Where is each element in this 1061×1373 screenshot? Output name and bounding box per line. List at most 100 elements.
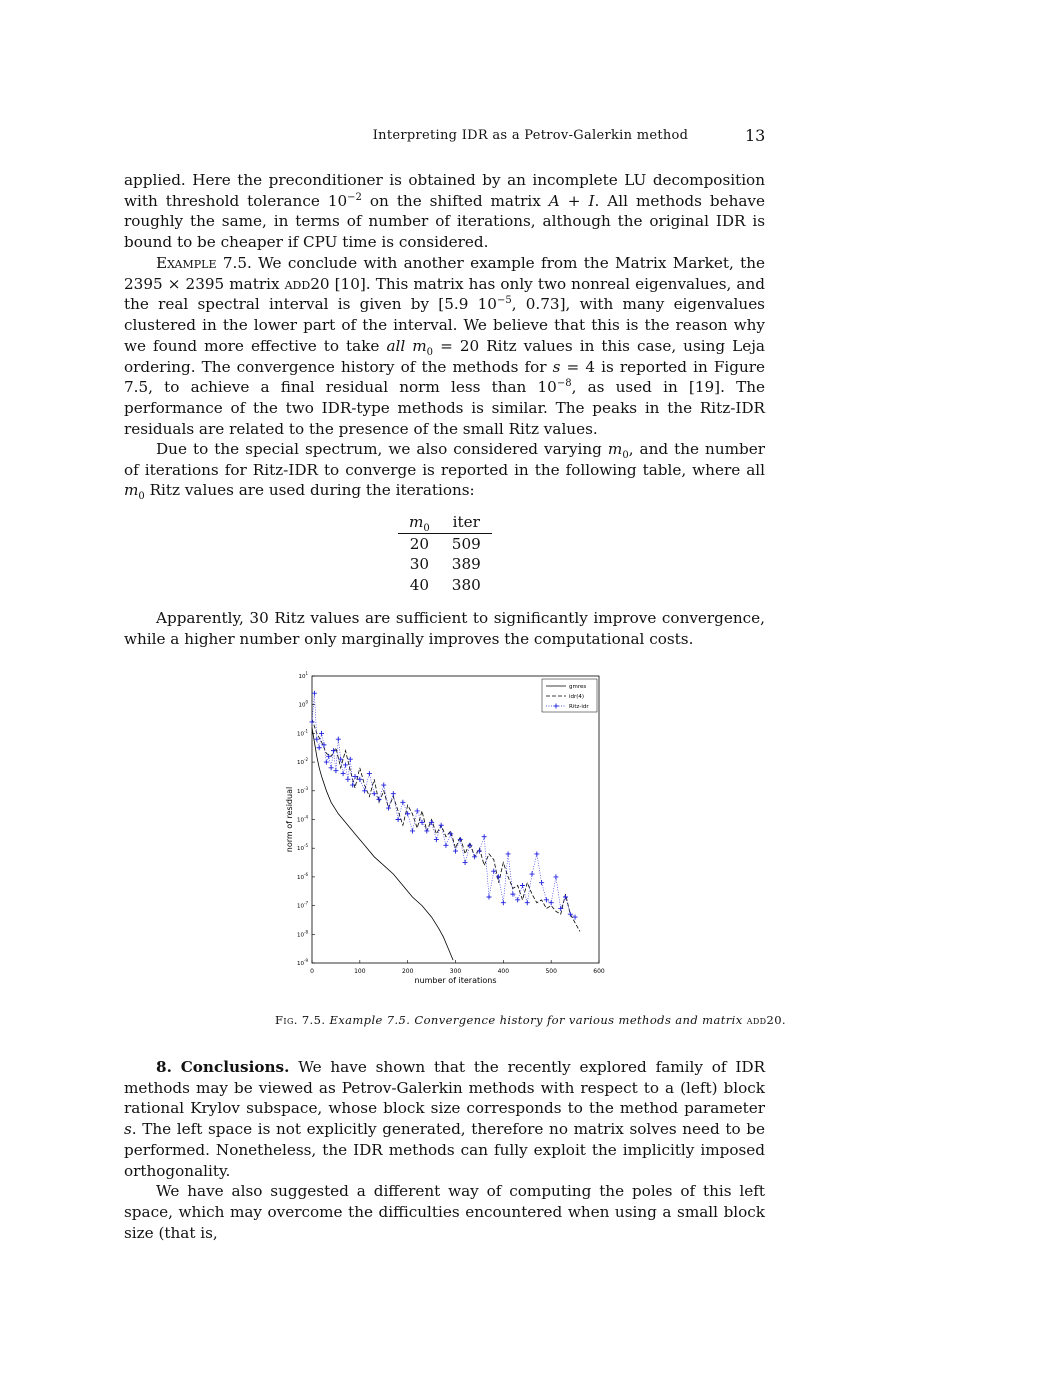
y-tick-label: 10-5 <box>297 843 308 852</box>
y-tick-label: 10-2 <box>297 757 308 766</box>
plot-frame <box>311 675 600 964</box>
ritz-idr-point <box>481 834 487 840</box>
ritz-idr-point <box>496 874 502 880</box>
x-tick-label: 300 <box>450 968 462 975</box>
convergence-figure: 0 100 200 300 400 500 600 101 100 10-1 10-2 10-3 10-… <box>280 663 610 997</box>
ritz-idr-point <box>419 819 425 825</box>
ritz-idr-point <box>548 900 554 906</box>
ritz-idr-point <box>438 822 444 828</box>
ritz-idr-point <box>345 776 351 782</box>
figure-caption: Fig. 7.5. Example 7.5. Convergence histo… <box>0 1013 1061 1027</box>
ritz-idr-point <box>386 805 392 811</box>
p3-sub2: 0 <box>138 491 145 503</box>
page-number: 13 <box>745 126 766 145</box>
p2-b: , 0.73], with many eigenvalues clustered… <box>124 295 765 355</box>
running-header-title: Interpreting IDR as a Petrov-Galerkin me… <box>372 128 689 143</box>
ritz-idr-point <box>390 791 396 797</box>
ritz-idr-point <box>558 905 564 911</box>
ritz-idr-point <box>414 808 420 814</box>
p2-all: all <box>386 336 406 355</box>
ritz-idr-point <box>316 745 322 751</box>
p1-a: applied. Here the preconditioner is obta… <box>124 171 765 210</box>
table-header-row: m0 iter <box>398 512 492 534</box>
x-tick-label: 500 <box>545 968 557 975</box>
y-tick-label: 100 <box>298 700 308 709</box>
ritz-idr-point <box>347 756 353 762</box>
ritz-idr-point <box>328 765 334 771</box>
legend-label: Ritz-idr <box>569 704 589 710</box>
p2-s: s <box>552 357 561 376</box>
table-row: 40 380 <box>398 575 492 596</box>
ritz-idr-point <box>462 860 468 866</box>
th-m: m <box>409 513 424 531</box>
p3-a: Due to the special spectrum, we also con… <box>156 440 608 458</box>
legend-label: idr(4) <box>569 694 584 700</box>
ritz-idr-point <box>515 897 521 903</box>
ritz-idr-point <box>424 828 430 834</box>
ritz-idr-point <box>331 748 337 754</box>
p2-c: m <box>405 336 427 355</box>
ritz-idr-point <box>443 842 449 848</box>
ritz-idr-point <box>309 719 315 725</box>
table-header-iter: iter <box>440 512 492 534</box>
ritz-idr-point <box>572 914 578 920</box>
p1-b: on the shifted matrix <box>361 191 549 210</box>
ritz-idr-point <box>472 854 478 860</box>
ritz-idr-point <box>409 828 415 834</box>
ritz-idr-point <box>457 837 463 843</box>
p2-d: = 20 Ritz values in this case, using Lej… <box>124 336 765 376</box>
x-tick-label: 600 <box>593 968 605 975</box>
p1-math: A + I <box>548 191 595 210</box>
ritz-idr-point <box>314 736 320 742</box>
section-conclusions: 8. Conclusions. We have shown that the r… <box>124 1057 765 1243</box>
table-cell: 40 <box>409 576 430 595</box>
ritz-idr-point <box>352 773 358 779</box>
y-axis-label: norm of residual <box>285 787 294 852</box>
p2-e: = 4 is reported in Figure 7.5, to achiev… <box>124 357 765 397</box>
p2-matrix: add <box>284 274 311 293</box>
ritz-idr-point <box>534 851 540 857</box>
ritz-idr-point <box>491 868 497 874</box>
example-label: Example 7.5. <box>156 254 252 272</box>
y-tick-label: 10-4 <box>297 815 308 824</box>
p2-sup2: −8 <box>556 378 572 390</box>
y-tick-label: 10-1 <box>297 728 308 737</box>
ritz-idr-point <box>362 788 368 794</box>
table-cell: 509 <box>451 534 481 553</box>
caption-label: Fig. 7.5. <box>275 1013 326 1027</box>
p3-c: Ritz values are used during the iteratio… <box>144 481 475 500</box>
y-tick-label: 101 <box>298 671 308 680</box>
ritz-idr-point <box>326 753 332 759</box>
p3-m2: m <box>124 481 139 500</box>
table-row: 30 389 <box>398 554 492 575</box>
ritz-idr-point <box>405 811 411 817</box>
last-paragraph: We have also suggested a different way o… <box>124 1182 765 1242</box>
p2-a: We conclude with another example from th… <box>124 254 765 293</box>
ritz-idr-point <box>342 762 348 768</box>
p2-c-sub: 0 <box>426 346 434 358</box>
paragraph-1: applied. Here the preconditioner is obta… <box>124 170 765 253</box>
ritz-idr-point <box>510 891 516 897</box>
x-tick-label: 100 <box>354 968 366 975</box>
paragraph-3: Due to the special spectrum, we also con… <box>124 439 765 503</box>
ritz-idr-point <box>350 782 356 788</box>
ritz-idr-point <box>371 791 377 797</box>
ritz-idr-point <box>539 880 545 886</box>
table-cell: 389 <box>451 555 481 574</box>
ritz-idr-point <box>319 730 325 736</box>
x-tick-label: 400 <box>498 968 510 975</box>
ritz-idr-point <box>429 819 435 825</box>
ritz-idr-point <box>338 756 344 762</box>
ritz-idr-point <box>433 837 439 843</box>
ritz-idr-point <box>333 768 339 774</box>
p2-sup1: −5 <box>496 295 512 307</box>
section-text: We have shown that the recently explored… <box>124 1058 765 1118</box>
ritz-idr-point <box>529 871 535 877</box>
legend-box <box>541 678 598 713</box>
x-axis-label: number of iterations <box>415 976 497 985</box>
ritz-idr-point <box>335 736 341 742</box>
p3-m: m <box>607 440 623 458</box>
p2-f: , as used in [19]. The performance of th… <box>124 378 765 438</box>
ritz-idr-point <box>553 874 559 880</box>
series-line-Ritz-idr <box>311 693 576 918</box>
